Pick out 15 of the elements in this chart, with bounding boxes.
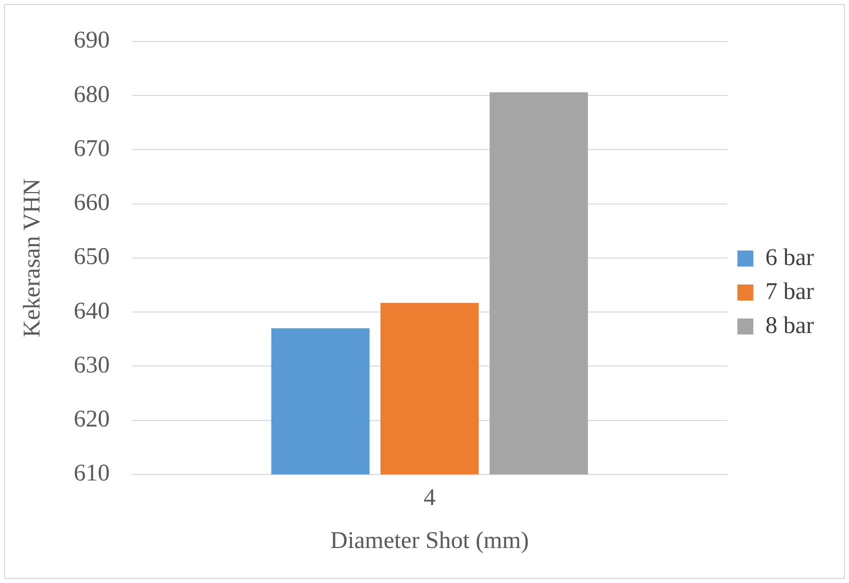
x-axis-title: Diameter Shot (mm): [330, 528, 529, 554]
y-axis-title: Kekerasan VHN: [20, 178, 46, 338]
y-tick-label: 690: [74, 28, 110, 54]
y-tick-label: 640: [74, 298, 110, 324]
legend-label: 6 bar: [765, 244, 814, 271]
y-tick-label: 670: [74, 136, 110, 162]
y-tick-label: 650: [74, 244, 110, 270]
y-tick-label: 680: [74, 82, 110, 108]
legend-label: 7 bar: [765, 278, 814, 305]
y-tick-label: 610: [74, 460, 110, 487]
y-tick-label: 660: [74, 190, 110, 216]
legend-label: 8 bar: [765, 312, 814, 339]
x-tick-label: 4: [424, 485, 436, 512]
y-tick-label: 620: [74, 406, 110, 433]
y-tick-label: 630: [74, 352, 110, 378]
